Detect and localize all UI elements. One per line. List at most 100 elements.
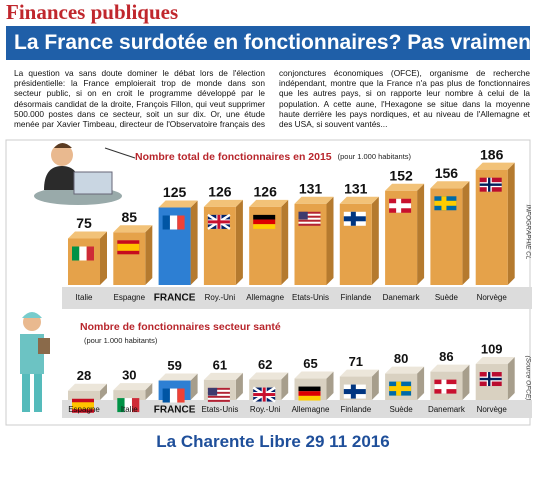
bar-top [158, 373, 198, 381]
value-label: 71 [349, 354, 363, 369]
x-tick-label: Danemark [383, 293, 421, 302]
flag [207, 389, 230, 392]
article-text: La question va sans doute dominer le déb… [14, 68, 530, 130]
bar-side [281, 372, 289, 400]
bar-top [113, 383, 153, 391]
x-tick-label: Allemagne [246, 293, 284, 302]
flag [177, 388, 185, 403]
flag [488, 372, 491, 387]
x-tick-label: Espagne [114, 293, 146, 302]
footer-credit: La Charente Libre 29 11 2016 [156, 432, 390, 451]
value-label: 80 [394, 351, 408, 366]
bar-side [100, 231, 107, 285]
x-tick-label: Roy.-Uni [205, 293, 236, 302]
flag [298, 395, 321, 401]
x-tick-label: Italie [76, 293, 93, 302]
flag [72, 246, 80, 261]
bar-top [385, 183, 425, 191]
bar-top [203, 199, 243, 207]
bar-top [249, 199, 289, 207]
x-tick-label: Italie [121, 405, 138, 414]
bar-side [190, 373, 198, 400]
flag [298, 211, 321, 214]
value-label: 126 [208, 184, 232, 200]
bar-top [203, 372, 243, 380]
x-tick-label: Suède [390, 405, 414, 414]
flag [253, 224, 276, 229]
x-tick-label: Suède [435, 293, 459, 302]
flag [253, 219, 276, 225]
shelf [62, 400, 532, 418]
value-label: 65 [303, 356, 317, 371]
x-tick-label: Etats-Unis [292, 293, 329, 302]
flag [441, 196, 447, 211]
flag [298, 219, 321, 222]
bar-side [145, 383, 153, 400]
chart-credit: (Source OFCE) [524, 356, 531, 401]
bar-top [385, 366, 425, 374]
value-label: 85 [122, 209, 138, 225]
bar-side [235, 199, 243, 285]
bar-top [430, 364, 470, 372]
illustration-nurse [20, 312, 50, 412]
x-tick-label: Danemark [428, 405, 466, 414]
bar-side [281, 199, 289, 285]
flag [207, 399, 230, 402]
x-tick-label: FRANCE [154, 405, 196, 416]
flag [479, 183, 502, 186]
chart-title: Nombre total de fonctionnaires en 2015 [135, 151, 332, 163]
bar-side [417, 183, 425, 285]
bar-side [371, 196, 379, 285]
flag [217, 214, 221, 229]
flag [298, 221, 321, 224]
value-label: 131 [299, 180, 323, 196]
flag [298, 211, 308, 220]
bar [113, 232, 146, 285]
value-label: 125 [163, 184, 187, 200]
flag [162, 215, 170, 230]
value-label: 126 [254, 184, 278, 200]
flag [479, 377, 502, 381]
bar [68, 238, 100, 285]
headline: La France surdotée en fonctionnaires? Pa… [6, 26, 538, 60]
bar-side [462, 364, 470, 400]
value-label: 109 [481, 341, 503, 356]
bar [68, 390, 100, 400]
bar-side [190, 200, 198, 285]
flag [253, 214, 276, 220]
bar-side [326, 196, 334, 285]
value-label: 59 [167, 358, 181, 373]
shelf [62, 287, 532, 309]
x-tick-label: Allemagne [292, 405, 330, 414]
bar-side [371, 369, 379, 400]
value-label: 156 [435, 165, 459, 181]
bar-side [507, 357, 515, 400]
x-tick-label: Espagne [68, 405, 100, 414]
value-label: 86 [439, 349, 453, 364]
flag [298, 215, 321, 218]
bar-side [145, 225, 153, 285]
flag [131, 398, 140, 413]
value-label: 61 [213, 357, 227, 372]
flag [207, 397, 230, 400]
bar-top [68, 231, 107, 239]
value-label: 186 [480, 146, 504, 162]
flag [207, 391, 230, 394]
flag [79, 246, 87, 261]
x-tick-label: Finlande [340, 405, 371, 414]
value-label: 152 [389, 167, 413, 183]
flag [169, 388, 178, 403]
flag [350, 384, 356, 399]
value-label: 62 [258, 357, 272, 372]
flag [298, 391, 321, 396]
flag [298, 213, 321, 216]
x-tick-label: Finlande [340, 293, 371, 302]
x-tick-label: Etats-Unis [201, 405, 238, 414]
value-label: 30 [122, 368, 136, 383]
flag [298, 217, 321, 220]
bar-top [113, 225, 153, 233]
bar-top [158, 200, 198, 208]
chart-subtitle: (pour 1.000 habitants) [338, 152, 412, 161]
bar-side [235, 372, 243, 400]
